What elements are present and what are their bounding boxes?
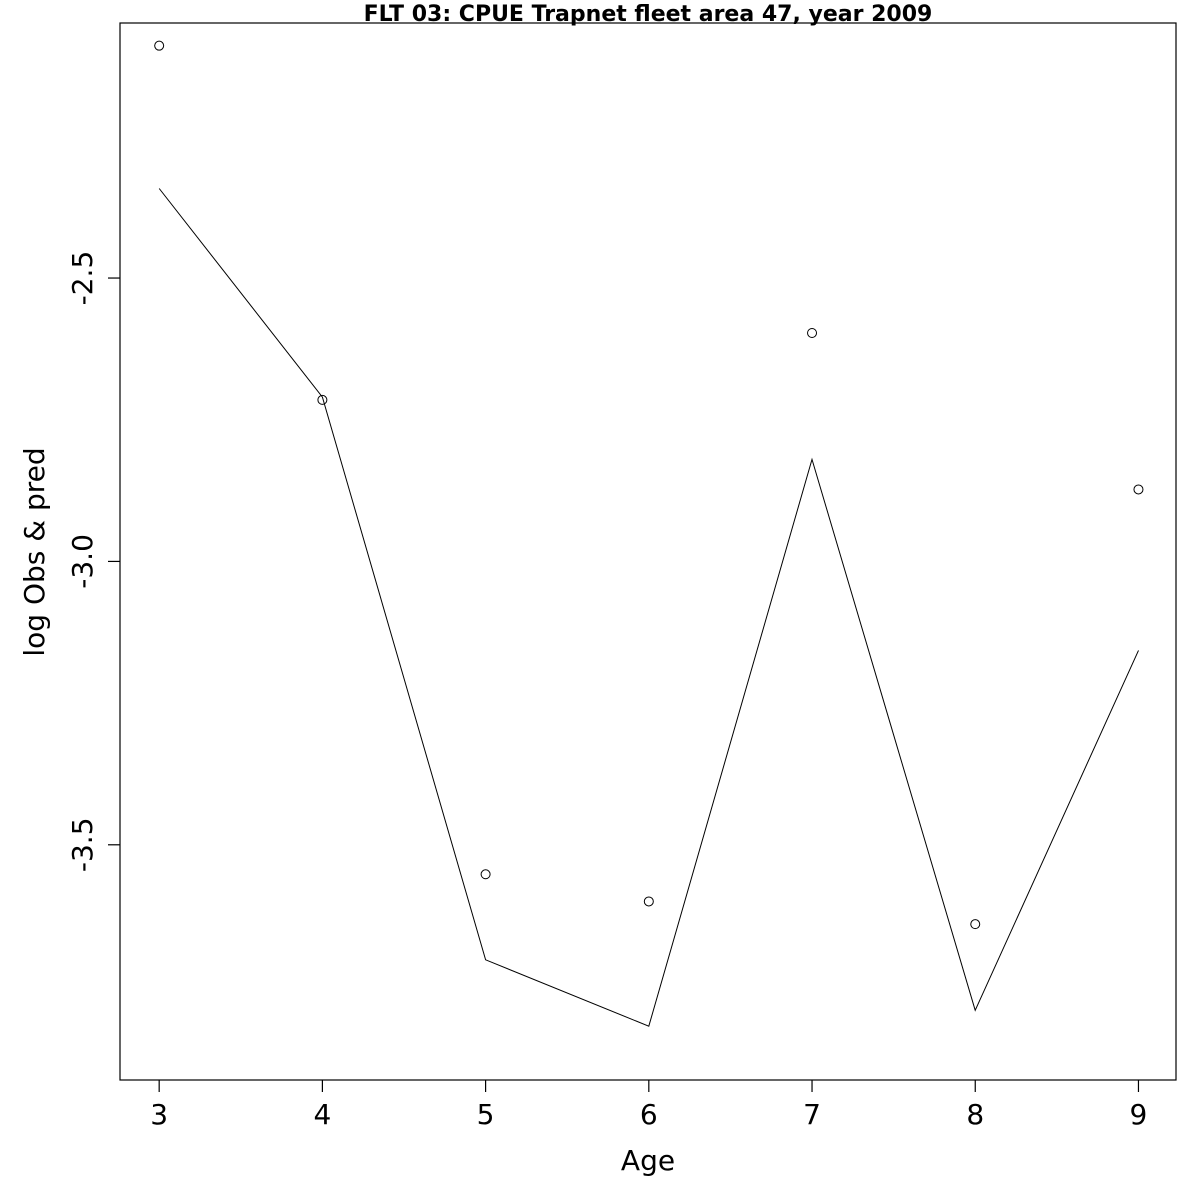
- y-tick-label: -3.0: [66, 534, 99, 589]
- x-tick-label: 8: [966, 1098, 984, 1131]
- x-tick-label: 7: [803, 1098, 821, 1131]
- observed-point: [317, 394, 328, 405]
- x-axis: 3 4 5 6 7 8 9: [150, 1080, 1147, 1131]
- observed-point: [643, 896, 654, 907]
- observed-point: [154, 40, 165, 51]
- x-tick-label: 4: [313, 1098, 331, 1131]
- x-tick-label: 6: [640, 1098, 658, 1131]
- observed-series: [154, 40, 1144, 930]
- observed-point: [807, 328, 818, 339]
- y-axis-label: log Obs & pred: [18, 447, 51, 656]
- x-tick-label: 5: [477, 1098, 495, 1131]
- x-tick-label: 9: [1130, 1098, 1148, 1131]
- x-axis-label: Age: [621, 1144, 675, 1177]
- y-tick-label: -3.5: [66, 817, 99, 872]
- x-tick-label: 3: [150, 1098, 168, 1131]
- observed-point: [970, 919, 981, 930]
- observed-point: [1133, 484, 1144, 495]
- y-tick-label: -2.5: [66, 251, 99, 306]
- plot-area-frame: [119, 22, 1177, 1081]
- observed-point: [480, 869, 491, 880]
- predicted-series: [158, 188, 1139, 1027]
- predicted-line: [158, 188, 1139, 1027]
- y-axis: -2.5 -3.0 -3.5: [66, 251, 120, 872]
